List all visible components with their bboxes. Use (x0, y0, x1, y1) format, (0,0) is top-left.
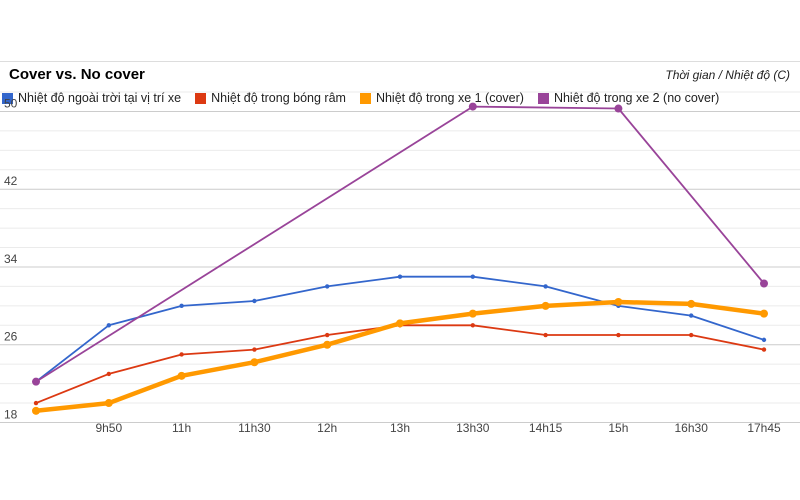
data-point (325, 332, 330, 338)
series-line (35, 105, 765, 383)
data-point (541, 301, 550, 310)
y-tick-label: 26 (4, 330, 18, 344)
data-point (33, 400, 39, 406)
series-line (33, 299, 767, 414)
data-point (106, 371, 112, 377)
data-point (32, 377, 40, 386)
data-point (468, 102, 477, 111)
legend-swatch (195, 92, 207, 104)
data-point (687, 299, 696, 308)
x-axis: 9h50 11h 11h30 12h 13h 13h30 14h15 15h 16h30 17h4… (95, 421, 781, 435)
gridlines (0, 61, 800, 423)
x-tick-label: 17h45 (747, 421, 781, 435)
data-point (323, 340, 332, 349)
data-point (689, 332, 694, 338)
data-point (325, 284, 330, 289)
data-point (468, 309, 477, 318)
legend-item: Nhiệt độ trong xe 2 (no cover) (537, 91, 720, 105)
series-3 (32, 297, 768, 415)
legend-label: Nhiệt độ trong xe 2 (no cover) (553, 91, 720, 105)
data-point (689, 313, 694, 318)
series-1 (33, 274, 767, 384)
data-point (761, 347, 767, 352)
x-tick-label: 12h (317, 421, 337, 435)
y-tick-label: 18 (4, 408, 18, 422)
y-tick-label: 42 (4, 174, 18, 188)
x-tick-label: 11h (172, 421, 191, 435)
legend-label: Nhiệt độ ngoài trời tại vị trí xe (18, 91, 182, 105)
x-tick-label: 13h30 (456, 421, 490, 435)
data-point (252, 298, 257, 304)
data-point (470, 323, 475, 328)
legend-item: Nhiệt độ trong bóng râm (195, 91, 346, 105)
data-point (543, 284, 548, 289)
x-tick-label: 13h (390, 421, 410, 435)
data-point (397, 274, 403, 279)
data-point (470, 274, 475, 279)
data-point (104, 399, 113, 408)
data-point (543, 332, 548, 338)
legend-swatch (359, 92, 371, 104)
chart-title: Cover vs. No cover (9, 66, 145, 83)
data-point (106, 323, 112, 328)
data-point (396, 319, 404, 328)
x-tick-label: 15h (608, 421, 628, 435)
data-point (616, 332, 621, 338)
data-point (177, 371, 186, 380)
x-tick-label: 11h30 (238, 421, 271, 435)
data-point (179, 303, 184, 309)
data-point (760, 279, 768, 288)
data-point (614, 297, 623, 306)
data-point (250, 358, 259, 367)
legend-swatch (2, 92, 13, 104)
x-tick-label: 9h50 (95, 421, 122, 435)
data-point (614, 104, 623, 113)
y-tick-label: 34 (4, 252, 18, 266)
x-tick-label: 16h30 (675, 421, 709, 435)
data-point (32, 406, 40, 415)
chart-subtitle: Thời gian / Nhiệt độ (C) (665, 68, 790, 82)
chart-legend: Nhiệt độ ngoài trời tại vị trí xe Nhiệt đ… (2, 89, 733, 107)
legend-item: Nhiệt độ ngoài trời tại vị trí xe (2, 91, 181, 105)
data-point (252, 347, 257, 352)
data-point (179, 352, 184, 357)
legend-swatch (537, 92, 549, 104)
y-axis: 18 26 34 42 50 (4, 96, 18, 421)
series-line (35, 275, 765, 383)
data-point (761, 337, 767, 343)
x-tick-label: 14h15 (529, 421, 563, 435)
series-4 (32, 102, 768, 386)
legend-label: Nhiệt độ trong xe 1 (cover) (375, 91, 524, 105)
data-point (760, 309, 768, 318)
legend-label: Nhiệt độ trong bóng râm (211, 91, 346, 105)
y-tick-label: 50 (4, 96, 18, 110)
legend-item: Nhiệt độ trong xe 1 (cover) (359, 91, 524, 105)
